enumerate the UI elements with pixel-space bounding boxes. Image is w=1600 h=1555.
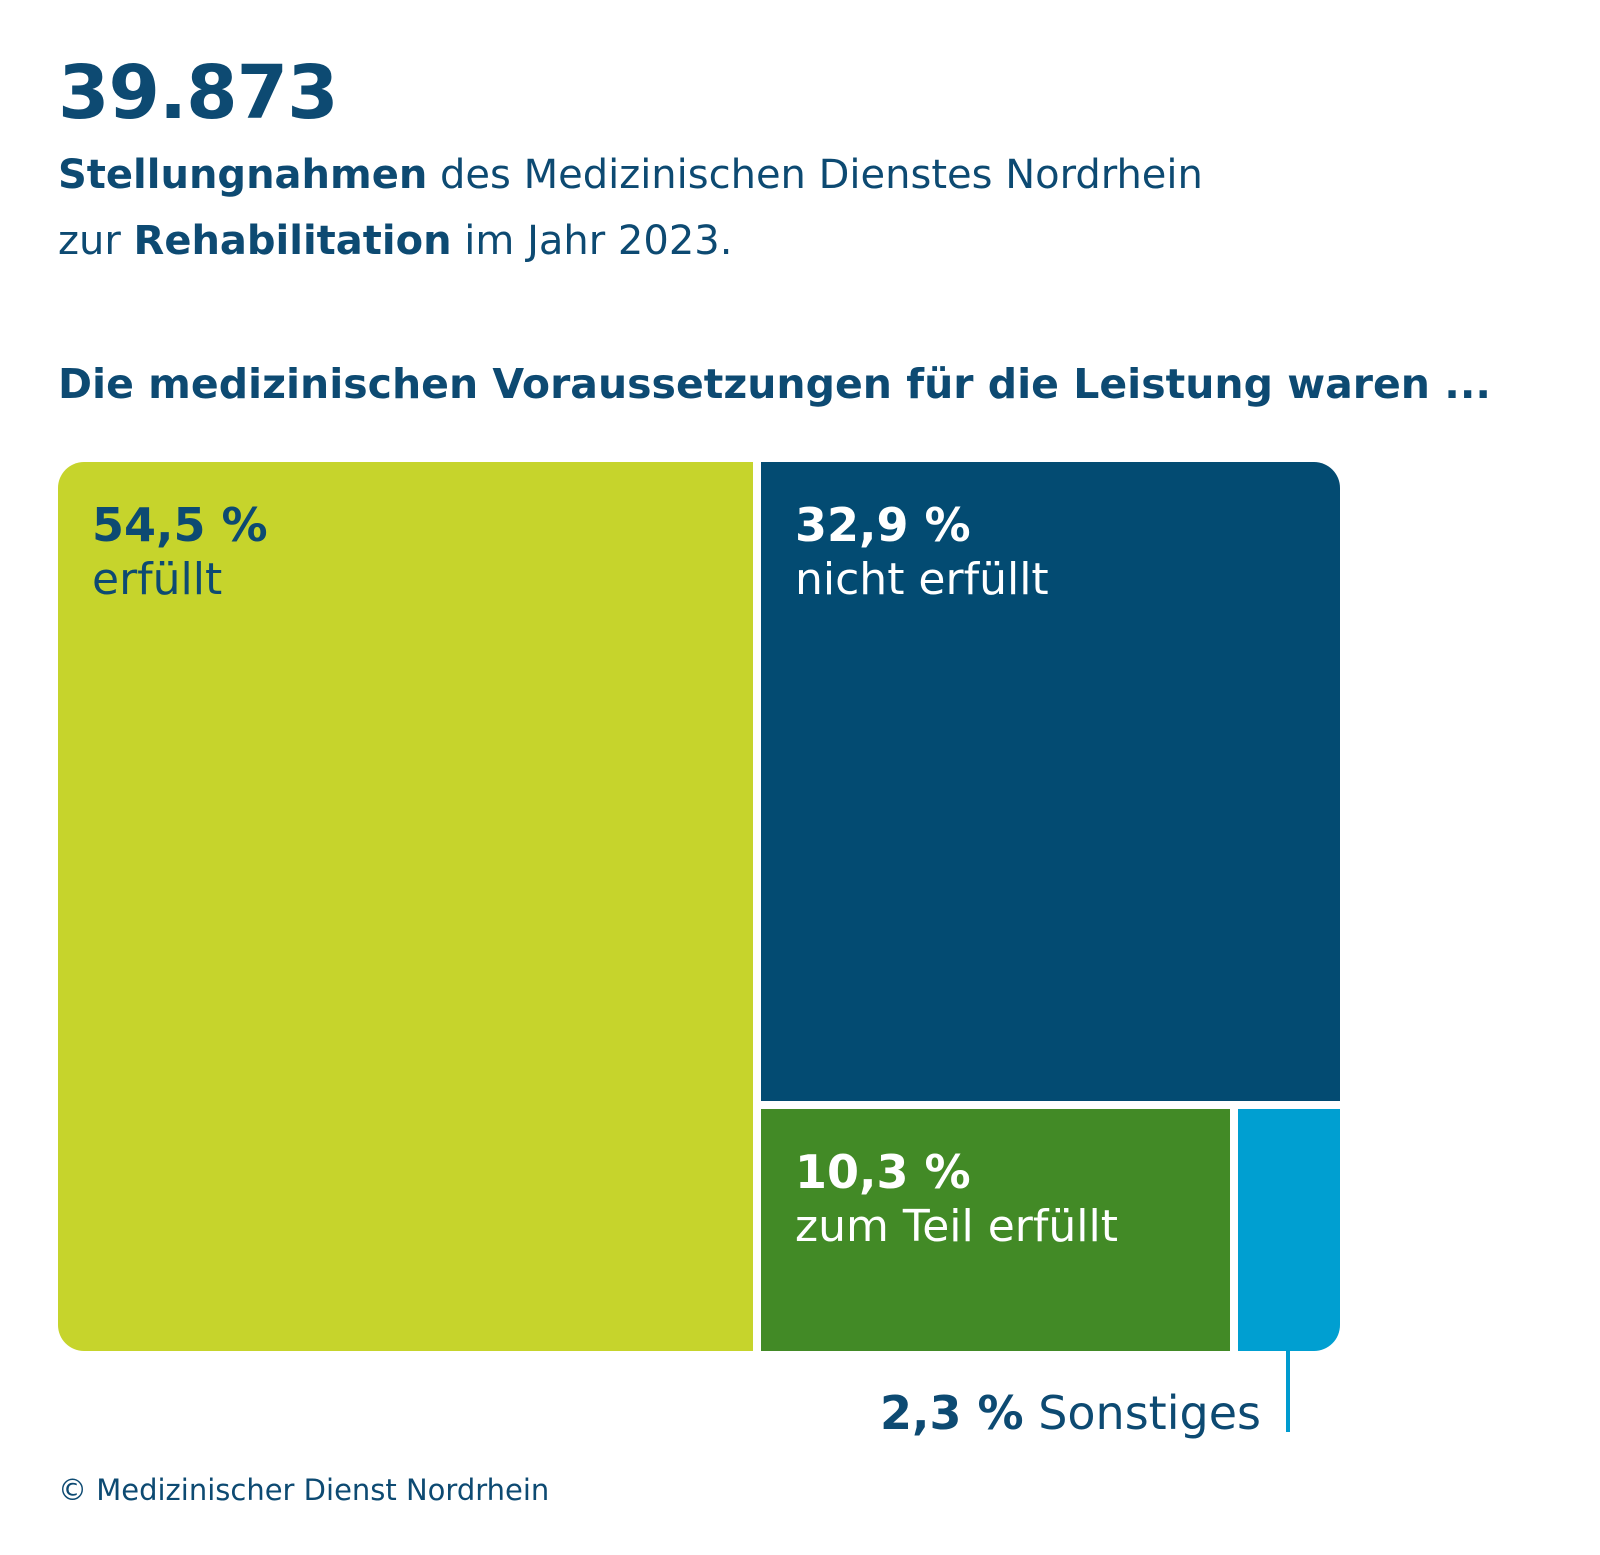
value-label: 54,5 % xyxy=(92,498,268,552)
copyright-notice: © Medizinischer Dienst Nordrhein xyxy=(58,1473,550,1507)
intro-text: Stellungnahmen des Medizinischen Dienste… xyxy=(58,142,1518,274)
tile-sonstiges xyxy=(1238,1109,1340,1351)
sonstiges-label: 2,3 % Sonstiges xyxy=(880,1386,1261,1440)
intro-bold-2: Rehabilitation xyxy=(133,218,452,264)
intro-pre-2: zur xyxy=(58,218,134,264)
intro-rest-1: des Medizinischen Dienstes Nordrhein xyxy=(427,152,1203,198)
tile-erfuellt: 54,5 % erfüllt xyxy=(58,462,753,1351)
value-label: 32,9 % xyxy=(795,498,971,552)
chart-question: Die medizinischen Voraussetzungen für di… xyxy=(58,360,1491,408)
total-count: 39.873 xyxy=(58,50,339,136)
category-label: Sonstiges xyxy=(1023,1386,1261,1440)
tile-zum-teil-erfuellt: 10,3 % zum Teil erfüllt xyxy=(761,1109,1230,1351)
category-label: zum Teil erfüllt xyxy=(795,1201,1118,1252)
value-label: 10,3 % xyxy=(795,1145,971,1199)
sonstiges-pointer-line xyxy=(1286,1350,1290,1432)
intro-rest-2: im Jahr 2023. xyxy=(451,218,733,264)
value-label: 2,3 % xyxy=(880,1386,1024,1440)
category-label: nicht erfüllt xyxy=(795,554,1049,605)
category-label: erfüllt xyxy=(92,554,223,605)
tile-nicht-erfuellt: 32,9 % nicht erfüllt xyxy=(761,462,1340,1101)
intro-bold-1: Stellungnahmen xyxy=(58,152,428,198)
treemap-chart: 54,5 % erfüllt 32,9 % nicht erfüllt 10,3 % zu… xyxy=(58,462,1340,1351)
